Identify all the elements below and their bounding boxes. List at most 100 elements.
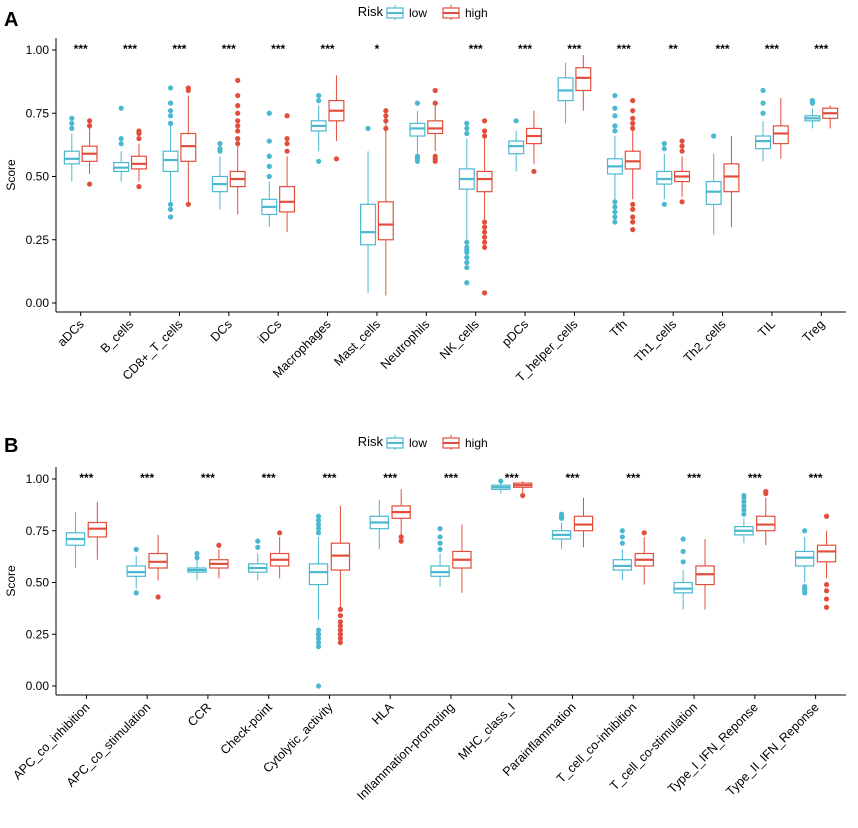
legend-title: Risk: [358, 4, 384, 19]
outlier-point: [167, 113, 174, 119]
box-low: [734, 492, 754, 544]
outlier-point: [630, 227, 636, 233]
x-tick-label: NK_cells: [437, 317, 482, 362]
x-tick-label: Th1_cells: [632, 317, 680, 365]
outlier-point: [266, 153, 272, 159]
box-low: [308, 513, 329, 689]
box-low: [804, 98, 821, 129]
outlier-point: [86, 118, 93, 124]
outlier-point: [337, 606, 343, 613]
box-iqr: [575, 67, 592, 92]
outlier-point: [612, 113, 618, 119]
outlier-point: [437, 526, 443, 532]
significance-label: ***: [321, 42, 335, 56]
x-tick-label: B_cells: [98, 317, 136, 355]
box-high: [512, 481, 533, 499]
outlier-point: [481, 133, 488, 139]
outlier-point: [661, 141, 667, 147]
significance-label: ***: [123, 42, 137, 56]
outlier-point: [185, 85, 191, 91]
outlier-point: [630, 108, 636, 114]
outlier-point: [316, 158, 322, 164]
box-high: [756, 488, 776, 546]
plot-b: 0.000.250.500.751.00ScoreAPC_co_inhibiti…: [4, 467, 846, 803]
outlier-point: [823, 588, 830, 594]
outlier-point: [235, 92, 241, 99]
box-low: [458, 120, 475, 286]
outlier-point: [333, 156, 340, 162]
box-iqr: [723, 163, 740, 193]
outlier-point: [167, 201, 174, 207]
box-low: [126, 546, 146, 596]
x-tick-label: DCs: [208, 317, 235, 344]
outlier-point: [235, 123, 241, 129]
outlier-point: [619, 540, 625, 546]
outlier-point: [118, 105, 124, 111]
box-iqr: [360, 203, 377, 246]
outlier-point: [612, 92, 618, 99]
x-tick-label: Treg: [800, 317, 828, 345]
outlier-point: [194, 550, 200, 557]
panel-letter-b: B: [4, 435, 18, 457]
outlier-point: [437, 540, 443, 546]
box-high: [674, 138, 691, 205]
significance-label: ***: [74, 42, 88, 56]
significance-label: ***: [262, 471, 276, 485]
outlier-point: [823, 596, 830, 602]
legend-label-high: high: [465, 436, 488, 450]
outlier-point: [464, 280, 470, 286]
box-high: [279, 113, 296, 233]
y-tick-label: 0.50: [26, 170, 50, 184]
outlier-point: [217, 141, 223, 147]
outlier-point: [284, 113, 290, 119]
outlier-point: [315, 639, 322, 646]
outlier-point: [167, 100, 174, 106]
box-low: [63, 115, 80, 182]
significance-label: ***: [469, 42, 483, 56]
outlier-point: [481, 244, 488, 250]
plot-a: 0.000.250.500.751.00ScoreaDCs***B_cells*…: [4, 38, 846, 385]
outlier-point: [284, 141, 290, 147]
outlier-point: [398, 538, 404, 544]
outlier-point: [531, 168, 537, 175]
box-iqr: [476, 170, 493, 193]
outlier-point: [315, 644, 322, 650]
box-low: [430, 526, 450, 587]
outlier-point: [277, 530, 283, 536]
box-low: [491, 478, 511, 494]
outlier-point: [630, 120, 636, 126]
significance-label: ***: [444, 471, 458, 485]
outlier-point: [760, 110, 766, 116]
box-low: [409, 100, 426, 164]
significance-label: ***: [716, 42, 730, 56]
outlier-point: [432, 153, 438, 159]
significance-label: ***: [322, 471, 336, 485]
outlier-point: [194, 555, 200, 561]
x-tick-label: Neutrophils: [378, 317, 433, 372]
outlier-point: [167, 108, 174, 114]
outlier-point: [741, 511, 747, 517]
panel-letter-a: A: [4, 9, 18, 31]
outlier-point: [612, 105, 618, 111]
x-tick-label: CCR: [185, 700, 214, 729]
box-high: [772, 98, 789, 159]
box-high: [427, 87, 444, 164]
box-high: [723, 136, 740, 228]
y-tick-label: 1.00: [26, 43, 50, 57]
significance-label: **: [669, 42, 679, 56]
legend-label-low: low: [409, 436, 427, 450]
outlier-point: [481, 290, 488, 296]
outlier-point: [315, 530, 322, 536]
outlier-point: [559, 511, 565, 517]
box-low: [606, 92, 623, 225]
outlier-point: [255, 538, 261, 544]
box-high: [525, 110, 542, 175]
outlier-point: [337, 627, 343, 633]
x-tick-label: iDCs: [255, 317, 284, 346]
box-iqr: [508, 140, 525, 155]
box-iqr: [130, 155, 147, 170]
box-iqr: [772, 125, 789, 145]
outlier-point: [763, 488, 769, 495]
outlier-point: [464, 244, 470, 250]
box-high: [695, 539, 715, 610]
